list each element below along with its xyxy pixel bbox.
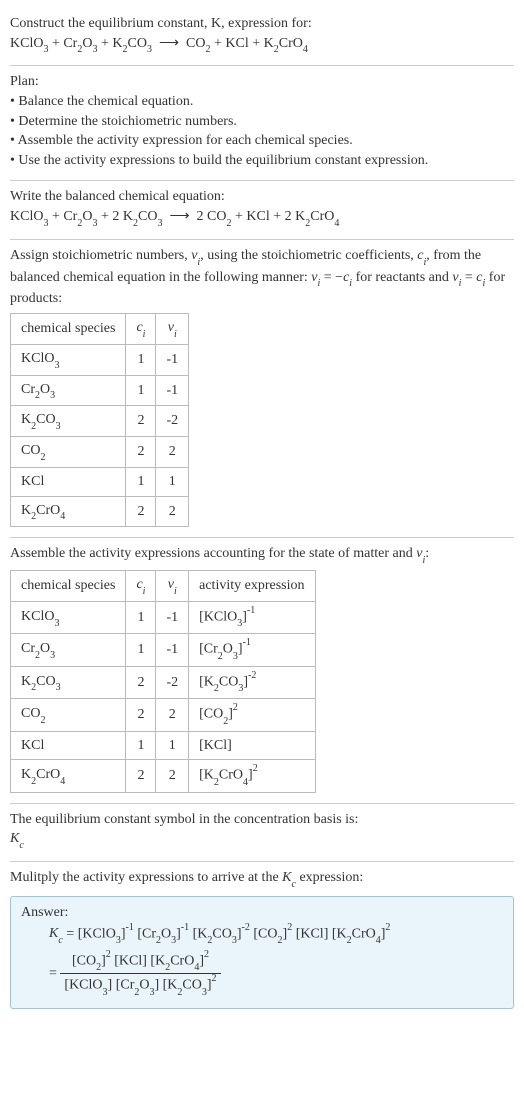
vi-cell: 1 [156, 467, 189, 496]
table-row: KClO3 1 -1 [KClO3]-1 [11, 601, 316, 633]
answer-box: Answer: Kc = [KClO3]-1 [Cr2O3]-1 [K2CO3]… [10, 896, 514, 1009]
section-answer: Mulitply the activity expressions to arr… [10, 862, 514, 1019]
vi-cell: -2 [156, 406, 189, 437]
vi-cell: -2 [156, 666, 189, 698]
col-ci: ci [126, 313, 156, 344]
activity-cell: [KClO3]-1 [189, 601, 315, 633]
activity-cell: [K2CrO4]2 [189, 760, 315, 792]
species-cell: Cr2O3 [11, 375, 126, 406]
vi-cell: 2 [156, 437, 189, 468]
table-row: K2CrO4 2 2 [11, 496, 189, 527]
table-row: K2CO3 2 -2 [K2CO3]-2 [11, 666, 316, 698]
species-cell: CO2 [11, 699, 126, 731]
col-vi: νi [156, 313, 189, 344]
col-vi: νi [156, 571, 189, 602]
species-cell: CO2 [11, 437, 126, 468]
plan-item-2: • Determine the stoichiometric numbers. [10, 112, 514, 132]
vi-cell: 1 [156, 731, 189, 760]
species-cell: KCl [11, 731, 126, 760]
balanced-equation: KClO3 + Cr2O3 + 2 K2CO3 ⟶ 2 CO2 + KCl + … [10, 207, 514, 229]
plan-item-4: • Use the activity expressions to build … [10, 151, 514, 171]
species-cell: K2CrO4 [11, 496, 126, 527]
section-stoich: Assign stoichiometric numbers, νi, using… [10, 240, 514, 539]
table-row: K2CO3 2 -2 [11, 406, 189, 437]
vi-cell: -1 [156, 634, 189, 666]
multiply-text: Mulitply the activity expressions to arr… [10, 868, 514, 890]
section-kc-symbol: The equilibrium constant symbol in the c… [10, 804, 514, 862]
section-intro: Construct the equilibrium constant, K, e… [10, 8, 514, 66]
ci-cell: 1 [126, 634, 156, 666]
activity-cell: [Cr2O3]-1 [189, 634, 315, 666]
plan-item-2-text: Determine the stoichiometric numbers. [18, 114, 237, 129]
ci-cell: 2 [126, 699, 156, 731]
vi-cell: 2 [156, 760, 189, 792]
stoich-table: chemical species ci νi KClO3 1 -1 Cr2O3 … [10, 313, 189, 527]
plan-item-1-text: Balance the chemical equation. [18, 94, 193, 109]
species-cell: KClO3 [11, 601, 126, 633]
col-species: chemical species [11, 313, 126, 344]
ci-cell: 1 [126, 344, 156, 375]
answer-line2: = [CO2]2 [KCl] [K2CrO4]2 [KClO3] [Cr2O3]… [49, 950, 503, 998]
table-header-row: chemical species ci νi activity expressi… [11, 571, 316, 602]
table-row: CO2 2 2 [11, 437, 189, 468]
answer-label: Answer: [21, 903, 503, 923]
vi-cell: -1 [156, 375, 189, 406]
answer-fraction: [CO2]2 [KCl] [K2CrO4]2 [KClO3] [Cr2O3] [… [60, 950, 220, 998]
species-cell: KCl [11, 467, 126, 496]
ci-cell: 1 [126, 467, 156, 496]
ci-cell: 2 [126, 406, 156, 437]
activity-cell: [CO2]2 [189, 699, 315, 731]
species-cell: K2CO3 [11, 406, 126, 437]
table-header-row: chemical species ci νi [11, 313, 189, 344]
section-plan: Plan: • Balance the chemical equation. •… [10, 66, 514, 181]
species-cell: Cr2O3 [11, 634, 126, 666]
species-cell: KClO3 [11, 344, 126, 375]
species-cell: K2CO3 [11, 666, 126, 698]
plan-item-1: • Balance the chemical equation. [10, 92, 514, 112]
ci-cell: 2 [126, 496, 156, 527]
vi-cell: 2 [156, 699, 189, 731]
table-row: Cr2O3 1 -1 [Cr2O3]-1 [11, 634, 316, 666]
fraction-denominator: [KClO3] [Cr2O3] [K2CO3]2 [60, 974, 220, 997]
kc-text: The equilibrium constant symbol in the c… [10, 810, 514, 830]
plan-item-3-text: Assemble the activity expression for eac… [18, 133, 353, 148]
plan-item-3: • Assemble the activity expression for e… [10, 131, 514, 151]
activity-cell: [K2CO3]-2 [189, 666, 315, 698]
plan-heading: Plan: [10, 72, 514, 92]
fraction-numerator: [CO2]2 [KCl] [K2CrO4]2 [60, 950, 220, 974]
vi-cell: -1 [156, 344, 189, 375]
table-row: CO2 2 2 [CO2]2 [11, 699, 316, 731]
species-cell: K2CrO4 [11, 760, 126, 792]
plan-item-4-text: Use the activity expressions to build th… [18, 153, 428, 168]
ci-cell: 1 [126, 601, 156, 633]
intro-heading: Construct the equilibrium constant, K, e… [10, 14, 514, 34]
ci-cell: 2 [126, 760, 156, 792]
col-species: chemical species [11, 571, 126, 602]
section-balanced: Write the balanced chemical equation: KC… [10, 181, 514, 239]
stoich-text: Assign stoichiometric numbers, νi, using… [10, 246, 514, 309]
kc-symbol: Kc [10, 829, 514, 851]
table-row: KCl 1 1 [KCl] [11, 731, 316, 760]
activity-cell: [KCl] [189, 731, 315, 760]
col-ci: ci [126, 571, 156, 602]
vi-cell: 2 [156, 496, 189, 527]
table-row: K2CrO4 2 2 [K2CrO4]2 [11, 760, 316, 792]
table-row: KClO3 1 -1 [11, 344, 189, 375]
answer-line1: Kc = [KClO3]-1 [Cr2O3]-1 [K2CO3]-2 [CO2]… [49, 923, 503, 946]
ci-cell: 2 [126, 666, 156, 698]
activity-text: Assemble the activity expressions accoun… [10, 544, 514, 566]
ci-cell: 1 [126, 375, 156, 406]
table-row: Cr2O3 1 -1 [11, 375, 189, 406]
intro-heading-text: Construct the equilibrium constant, K, e… [10, 16, 312, 31]
vi-cell: -1 [156, 601, 189, 633]
ci-cell: 2 [126, 437, 156, 468]
table-row: KCl 1 1 [11, 467, 189, 496]
ci-cell: 1 [126, 731, 156, 760]
balanced-heading: Write the balanced chemical equation: [10, 187, 514, 207]
col-activity: activity expression [189, 571, 315, 602]
intro-equation: KClO3 + Cr2O3 + K2CO3 ⟶ CO2 + KCl + K2Cr… [10, 34, 514, 56]
activity-table: chemical species ci νi activity expressi… [10, 570, 316, 793]
section-activity: Assemble the activity expressions accoun… [10, 538, 514, 803]
